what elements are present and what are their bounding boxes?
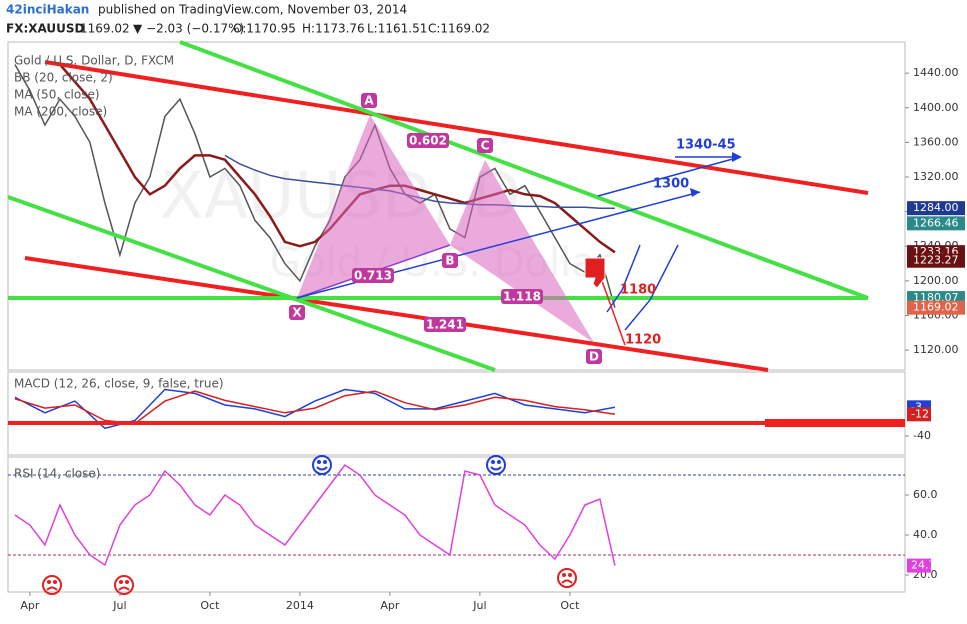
panes bbox=[7, 41, 906, 593]
high: H:1173.76 bbox=[302, 22, 365, 36]
harmonic-pattern: A X B C D 0.713 0.602 1.118 1.241 1340-4… bbox=[289, 93, 742, 364]
close: C:1169.02 bbox=[428, 22, 490, 36]
pane-title: MACD (12, 26, close, 9, false, true) bbox=[14, 377, 224, 391]
ratio: 1.241 bbox=[426, 318, 464, 332]
label-box bbox=[352, 268, 394, 283]
arrow bbox=[606, 244, 641, 313]
pattern-leg bbox=[450, 160, 594, 343]
last: 1169.02 bbox=[80, 22, 130, 36]
x-tick-label: Apr bbox=[20, 599, 40, 612]
trend-line bbox=[44, 60, 869, 195]
label-box bbox=[361, 93, 377, 108]
pane-title: RSI (14, close) bbox=[14, 467, 100, 481]
symbol: FX:XAUUSD bbox=[6, 22, 85, 36]
series-line bbox=[14, 463, 616, 567]
ratio: 0.713 bbox=[354, 269, 392, 283]
value-badge-label: -12 bbox=[911, 407, 929, 420]
sad-face bbox=[114, 575, 134, 595]
value-badge-label: -3 bbox=[911, 400, 922, 413]
y-tick-label: 1200.00 bbox=[913, 274, 959, 287]
y-tick-label: 40.0 bbox=[913, 528, 938, 541]
target: 1300 bbox=[653, 177, 689, 192]
smiley bbox=[312, 455, 332, 475]
price-badge-label: 1169.02 bbox=[913, 301, 959, 314]
y-tick-label: -40 bbox=[913, 429, 931, 442]
y-tick-label: 1400.00 bbox=[913, 101, 959, 114]
legend-item: MA (50, close) bbox=[14, 88, 100, 102]
value-badge bbox=[907, 407, 931, 422]
rsi-pane bbox=[7, 456, 906, 593]
pattern-label: D bbox=[589, 350, 599, 364]
label-box bbox=[442, 253, 458, 268]
arrow bbox=[597, 269, 626, 346]
label-box bbox=[477, 138, 493, 153]
published: published on TradingView.com, November 0… bbox=[98, 3, 407, 17]
emoticons bbox=[42, 455, 577, 595]
legend-item: BB (20, close, 2) bbox=[14, 71, 113, 85]
price-badge bbox=[907, 300, 965, 315]
price-badge-label: 1284.00 bbox=[913, 201, 959, 214]
trend-line bbox=[179, 40, 869, 300]
change: ▼ −2.03 (−0.17%) bbox=[133, 22, 244, 36]
arrow bbox=[624, 244, 679, 331]
low: L:1161.51 bbox=[367, 22, 427, 36]
x-tick-label: 2014 bbox=[286, 599, 314, 612]
x-tick-label: Apr bbox=[380, 599, 400, 612]
value-badge-label: 24.7 bbox=[911, 559, 936, 572]
trend-line bbox=[7, 195, 496, 372]
ratio: 0.602 bbox=[409, 134, 447, 148]
price-badge bbox=[907, 201, 965, 216]
trend-line bbox=[24, 256, 769, 372]
y-tick-label: 1360.00 bbox=[913, 135, 959, 148]
value-badge bbox=[907, 558, 931, 573]
pattern-label: A bbox=[364, 94, 374, 108]
price-pane bbox=[7, 41, 906, 371]
price-badge-label: 1266.46 bbox=[913, 216, 959, 229]
legend: Gold / U.S. Dollar, D, FXCM BB (20, clos… bbox=[14, 54, 224, 481]
y-tick-label: 1120.00 bbox=[913, 343, 959, 356]
label-box bbox=[289, 305, 305, 320]
author[interactable]: 42inciHakan bbox=[6, 3, 89, 17]
target: 1180 bbox=[620, 283, 656, 298]
trend-lines bbox=[7, 40, 905, 427]
y-tick-label: 60.0 bbox=[913, 488, 938, 501]
pattern-label: C bbox=[481, 139, 490, 153]
ratio: 1.118 bbox=[503, 290, 541, 304]
arrowhead bbox=[732, 152, 742, 162]
price-badge bbox=[907, 253, 965, 268]
legend-item: Gold / U.S. Dollar, D, FXCM bbox=[14, 54, 174, 68]
price-badge bbox=[907, 216, 965, 231]
label-box bbox=[407, 133, 449, 148]
target: 1340-45 bbox=[676, 138, 736, 153]
x-tick-label: Jul bbox=[112, 599, 126, 612]
series-line bbox=[14, 388, 616, 430]
pattern-label: X bbox=[292, 306, 302, 320]
x-tick-label: Oct bbox=[200, 599, 220, 612]
open: O:1170.95 bbox=[233, 22, 296, 36]
arrow bbox=[597, 156, 741, 197]
y-tick-label: 1320.00 bbox=[913, 170, 959, 183]
smiley bbox=[486, 455, 506, 475]
price-badge-label: 1223.27 bbox=[913, 254, 959, 267]
y-tick-label: 1440.00 bbox=[913, 66, 959, 79]
label-box bbox=[424, 317, 466, 332]
target: 1120 bbox=[625, 333, 661, 348]
macd-pane bbox=[7, 371, 906, 456]
arrowhead bbox=[690, 188, 700, 197]
legend-item: MA (200, close) bbox=[14, 105, 107, 119]
sad-face bbox=[42, 575, 62, 595]
pattern-leg bbox=[297, 115, 450, 298]
x-tick-label: Oct bbox=[560, 599, 580, 612]
thumbs-down bbox=[584, 257, 606, 289]
label-box bbox=[586, 349, 602, 364]
sad-face bbox=[557, 568, 577, 588]
label-box bbox=[501, 289, 543, 304]
x-tick-label: Jul bbox=[472, 599, 486, 612]
pattern-label: B bbox=[445, 254, 454, 268]
